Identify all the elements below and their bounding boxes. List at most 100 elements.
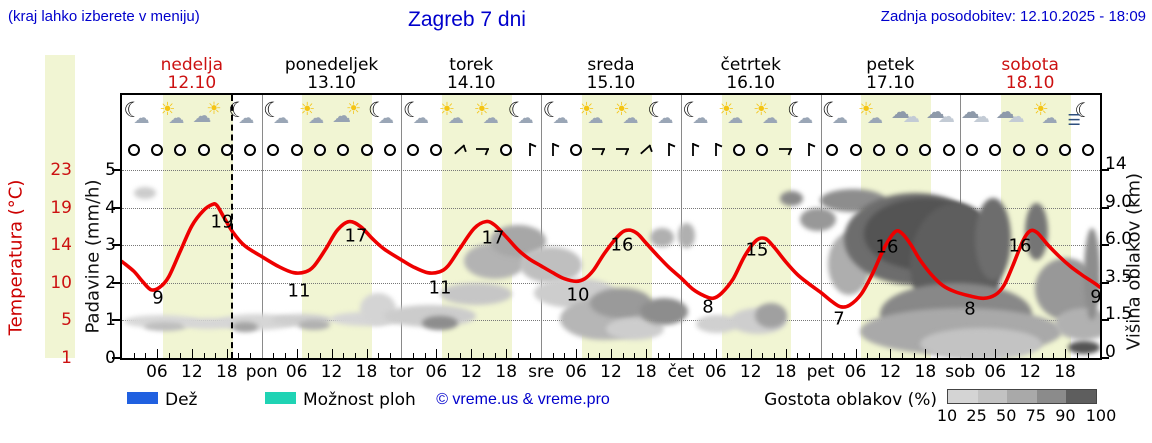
sun-icon: ☀ <box>753 99 770 120</box>
moon-icon: ☾ <box>647 98 667 122</box>
wind-calm-icon <box>127 144 140 156</box>
moon-icon: ☾ <box>1074 98 1093 122</box>
curve-value-label: 9 <box>1090 286 1102 308</box>
cloud-density-label: Gostota oblakov (%) <box>764 390 937 410</box>
wind-calm-icon <box>989 144 1002 156</box>
wind-barb-e-icon <box>615 148 629 156</box>
x-axis-tick <box>762 353 764 358</box>
sun-icon: ☀ <box>206 99 222 119</box>
cloud-icon: ☁ <box>925 101 945 123</box>
moon-cloud-icon: ☾ ☁ <box>646 100 680 134</box>
wind-calm-icon <box>430 144 443 156</box>
cloudy-icon: ☁ ☁ <box>926 100 960 134</box>
moon-cloud-icon: ☾ ☁ <box>262 100 296 134</box>
x-axis-tick <box>506 349 508 358</box>
cloud-tick-label: 9.0 <box>1105 191 1133 212</box>
moon-cloud-icon: ☾ ☁ <box>227 100 261 134</box>
wind-calm-icon <box>244 144 257 156</box>
moon-icon: ☾ <box>542 98 562 122</box>
cloud-icon: ☁ <box>377 108 394 127</box>
x-axis-tick <box>448 353 449 358</box>
x-axis-tick <box>285 353 286 358</box>
right-axis-tick <box>1100 319 1109 322</box>
cloud-icon: ☁ <box>192 105 212 127</box>
sun-icon: ☀ <box>346 99 362 119</box>
copyright-link[interactable]: © vreme.us & vreme.pro <box>436 391 610 408</box>
x-axis-tick <box>517 353 519 358</box>
x-hour-label: 18 <box>355 362 378 382</box>
x-axis-tick <box>413 353 415 358</box>
x-axis-tick <box>529 353 531 358</box>
sun-cloud-icon: ☀ ☁ <box>472 100 506 134</box>
x-axis-tick <box>459 353 461 358</box>
x-axis-tick <box>180 353 182 358</box>
x-axis-tick <box>308 353 310 358</box>
x-axis-tick <box>238 353 240 358</box>
x-day-abbr-label: sre <box>528 362 555 382</box>
x-axis-tick <box>715 349 717 358</box>
x-axis-tick <box>471 349 473 358</box>
cloud-blob <box>780 191 803 206</box>
day-boundary-line <box>261 95 263 358</box>
x-hour-label: 06 <box>425 362 448 382</box>
x-hour-label: 06 <box>844 362 867 382</box>
precip-tick-label: 3 <box>105 235 116 256</box>
x-axis-tick <box>774 353 775 358</box>
cloud-blob <box>606 318 664 340</box>
x-axis-tick <box>704 353 706 358</box>
grid-line <box>122 207 1100 209</box>
x-axis-tick <box>482 353 484 358</box>
cloud-density-bar <box>947 389 1097 404</box>
cloud-blob <box>1084 228 1100 320</box>
x-axis-tick <box>611 349 612 358</box>
x-axis-tick <box>226 349 228 358</box>
cloud-blob <box>1068 341 1100 354</box>
x-axis-tick <box>808 353 810 358</box>
curve-value-label: 9 <box>152 287 164 309</box>
cloud-icon: ☁ <box>797 108 814 127</box>
curve-value-label: 16 <box>875 236 899 258</box>
x-axis-tick <box>552 353 554 358</box>
x-hour-label: 06 <box>285 362 308 382</box>
fog-moon-icon: ☾ ☰ <box>1066 100 1100 134</box>
x-axis-tick <box>587 353 589 358</box>
cloud-icon: ☁ <box>832 108 849 127</box>
x-axis-tick <box>669 353 671 358</box>
day-boundary-line <box>401 95 403 358</box>
moon-icon: ☾ <box>822 98 841 122</box>
moon-cloud-icon: ☾ ☁ <box>507 100 541 134</box>
sun-cloud-icon: ☀ ☁ <box>751 100 785 134</box>
wind-barb-e-icon <box>778 148 792 156</box>
sun-cloud-icon: ☀ ☁ <box>437 100 471 134</box>
x-axis-tick <box>296 349 298 358</box>
right-axis-tick <box>1100 206 1109 209</box>
wind-calm-icon <box>756 144 769 156</box>
day-date: 15.10 <box>586 73 636 93</box>
sun-cloud-icon: ☀ ☁ <box>157 100 191 134</box>
day-name: torek <box>449 55 494 75</box>
cloud-blob <box>755 303 787 328</box>
temp-axis-title: Temperatura (°C) <box>5 179 27 336</box>
x-hour-label: 06 <box>984 362 1007 382</box>
wind-calm-icon <box>383 144 396 156</box>
wind-calm-icon <box>500 144 513 156</box>
cloud-tick-label: 0 <box>1105 342 1116 362</box>
wind-barb-n-icon <box>714 143 723 156</box>
cloud-icon: ☁ <box>995 101 1015 123</box>
cloudy-icon: ☁ ☁ <box>996 100 1030 134</box>
wind-calm-icon <box>337 144 350 156</box>
x-day-abbr-label: sob <box>945 362 976 382</box>
x-day-abbr-label: tor <box>389 362 414 382</box>
density-swatch <box>1036 390 1067 403</box>
cloud-blob <box>144 322 186 331</box>
cloud-icon: ☁ <box>866 108 883 127</box>
cloud-icon: ☁ <box>308 108 325 127</box>
cloud-icon: ☁ <box>937 107 955 127</box>
x-axis-tick <box>634 353 636 358</box>
x-hour-label: 12 <box>1019 362 1041 382</box>
cloud-icon: ☁ <box>482 108 499 127</box>
density-tick-label: 10 <box>936 406 958 425</box>
x-axis-tick <box>739 353 741 358</box>
cloudy-icon: ☁ ☁ <box>961 100 995 134</box>
moon-icon: ☾ <box>263 98 282 122</box>
